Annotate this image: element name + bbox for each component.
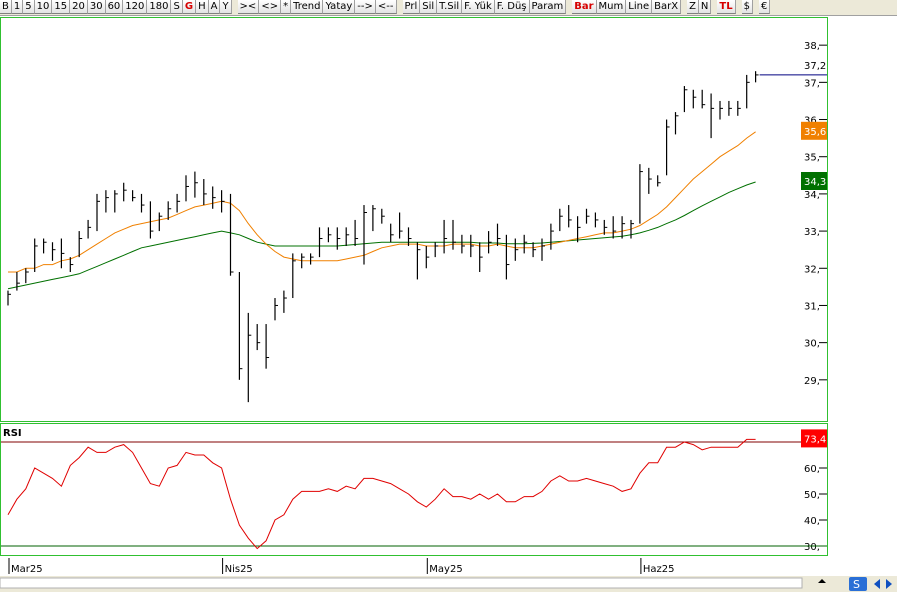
- y-tick-label: 38,: [804, 41, 820, 52]
- toolbar-button[interactable]: F. Düş: [494, 0, 530, 14]
- toolbar-button[interactable]: <>: [259, 0, 282, 14]
- x-tick-label: Mar25: [11, 564, 43, 575]
- toolbar-button[interactable]: 30: [87, 0, 106, 14]
- y-tick-label: 35,: [804, 153, 820, 164]
- rsi-title: RSI: [3, 428, 22, 439]
- toolbar-button[interactable]: Line: [626, 0, 653, 14]
- ma-long-line: [7, 181, 756, 290]
- toolbar-button[interactable]: ><: [237, 0, 260, 14]
- toolbar-button[interactable]: Prl: [402, 0, 421, 14]
- y-tick-label: 30,: [804, 339, 820, 350]
- toolbar-button[interactable]: *: [281, 0, 292, 14]
- toolbar-button[interactable]: Y: [220, 0, 232, 14]
- rsi-y-tick-label: 30,: [804, 542, 820, 553]
- x-tick-label: Haz25: [643, 564, 675, 575]
- toolbar-button[interactable]: 20: [70, 0, 88, 14]
- toolbar-button[interactable]: BarX: [652, 0, 682, 14]
- toolbar-button[interactable]: A: [208, 0, 221, 14]
- toolbar-button[interactable]: Bar: [572, 0, 597, 14]
- toolbar-button[interactable]: $: [741, 0, 753, 14]
- y-tick-label: 34,: [804, 190, 820, 201]
- toolbar-button[interactable]: H: [196, 0, 209, 14]
- scroll-up-icon[interactable]: [818, 579, 826, 583]
- rsi-value-label: 73,476: [804, 434, 827, 445]
- scroll-right-icon[interactable]: [886, 579, 892, 589]
- refresh-icon[interactable]: [849, 577, 867, 591]
- y-tick-label: 29,: [804, 376, 820, 387]
- toolbar: B 1 5 10 15 20 30 60 120 180 S G H A Y >< <> * Trend Yatay…: [0, 0, 897, 16]
- rsi-y-tick-label: 40,: [804, 516, 820, 527]
- toolbar-button[interactable]: N: [698, 0, 712, 14]
- price-panel: 38, 37, 36, 35, 34, 33, 32, 31, 30, 29, 37,275 35,6…: [0, 17, 861, 422]
- price-chart: 38, 37, 36, 35, 34, 33, 32, 31, 30, 29, 37,275 35,6…: [7, 41, 861, 403]
- rsi-y-tick-label: 50,: [804, 490, 820, 501]
- toolbar-button[interactable]: Mum: [596, 0, 627, 14]
- y-tick-label: 32,: [804, 264, 820, 275]
- ma-short-value-label: 35,674: [804, 127, 827, 138]
- y-tick-label: 37,: [804, 78, 820, 89]
- x-tick-label: Nis25: [225, 564, 253, 575]
- toolbar-button[interactable]: Z: [687, 0, 699, 14]
- bottom-bar: S: [0, 576, 897, 592]
- scroll-left-icon[interactable]: [874, 579, 880, 589]
- x-tick-label: May25: [429, 564, 462, 575]
- toolbar-button[interactable]: Trend: [291, 0, 324, 14]
- toolbar-button[interactable]: 60: [105, 0, 124, 14]
- rsi-y-tick-label: 60,: [804, 464, 820, 475]
- last-price-label: 37,275: [804, 61, 827, 72]
- toolbar-button[interactable]: €: [758, 0, 771, 14]
- toolbar-button[interactable]: 180: [147, 0, 172, 14]
- toolbar-button[interactable]: B: [0, 0, 12, 14]
- rsi-line: [7, 438, 756, 550]
- y-tick-label: 31,: [804, 301, 820, 312]
- y-tick-label: 33,: [804, 227, 820, 238]
- x-axis: Mar25 Nis25 May25 Haz25: [8, 558, 675, 575]
- toolbar-button[interactable]: 1: [11, 0, 24, 14]
- toolbar-button[interactable]: 5: [23, 0, 35, 14]
- y-tick-label: 36,: [804, 116, 820, 127]
- toolbar-button[interactable]: -->: [355, 0, 376, 14]
- toolbar-button[interactable]: 15: [52, 0, 71, 14]
- toolbar-button[interactable]: 120: [123, 0, 148, 14]
- toolbar-button[interactable]: Sil: [420, 0, 438, 14]
- toolbar-button[interactable]: G: [182, 0, 197, 14]
- ma-short-line: [8, 131, 756, 273]
- horizontal-scrollbar[interactable]: [0, 577, 803, 589]
- toolbar-button[interactable]: Yatay: [323, 0, 356, 14]
- toolbar-button[interactable]: S: [171, 0, 183, 14]
- toolbar-button[interactable]: TL: [717, 0, 736, 14]
- svg-text:S: S: [853, 578, 860, 591]
- toolbar-button[interactable]: T.Sil: [437, 0, 463, 14]
- toolbar-button[interactable]: F. Yük: [462, 0, 495, 14]
- toolbar-button[interactable]: <--: [375, 0, 397, 14]
- ma-long-value-label: 34,319: [804, 177, 827, 188]
- toolbar-button[interactable]: 10: [34, 0, 53, 14]
- toolbar-button[interactable]: Param: [529, 0, 567, 14]
